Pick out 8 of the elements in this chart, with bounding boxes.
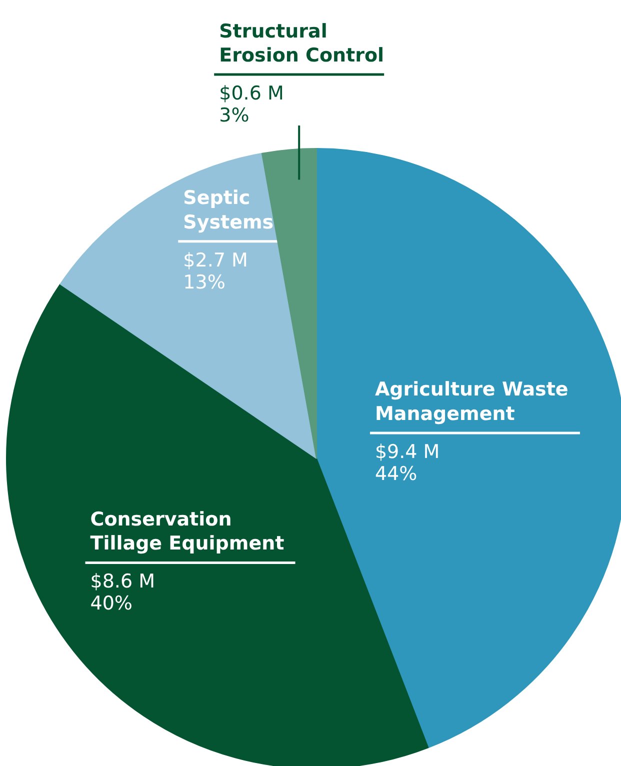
data-label: $9.4 M 44% (374, 440, 440, 485)
slice-label: Septic Systems (183, 187, 274, 234)
slice-label: Conservation Tillage Equipment (90, 508, 284, 555)
data-label: $2.7 M 13% (183, 249, 248, 294)
slice-label: Structural Erosion Control (219, 20, 384, 66)
data-label: $8.6 M 40% (90, 570, 156, 615)
slice-label: Agriculture Waste Management (374, 378, 568, 425)
data-label: $0.6 M 3% (219, 82, 284, 126)
